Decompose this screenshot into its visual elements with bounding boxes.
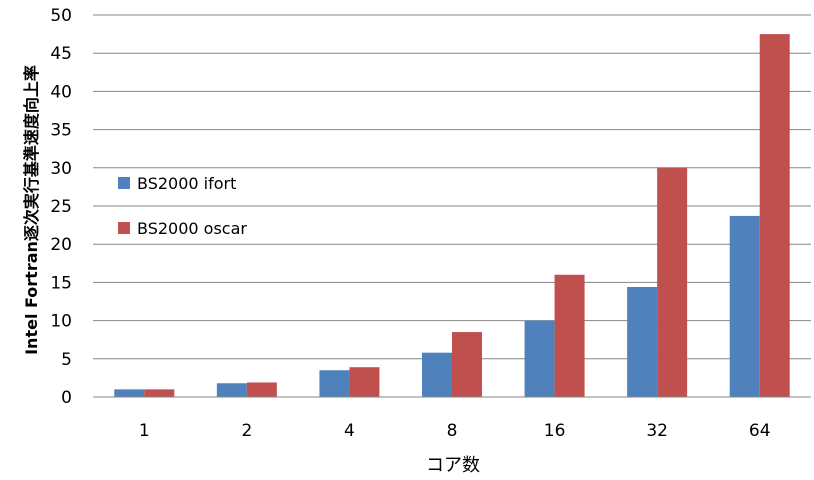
x-tick-label: 4 — [344, 421, 355, 441]
bar-ifort-32 — [627, 286, 658, 397]
x-tick-label: 32 — [646, 421, 668, 441]
bar-oscar-32 — [657, 167, 688, 397]
y-axis-label: Intel Fortran逐次実行基準速度向上率 — [22, 65, 41, 355]
bar-ifort-2 — [216, 383, 247, 397]
bar-oscar-2 — [246, 382, 277, 397]
x-tick-label: 2 — [241, 421, 252, 441]
gridlines — [93, 14, 811, 360]
bar-ifort-64 — [729, 215, 760, 397]
x-tick-label: 64 — [749, 421, 771, 441]
legend: BS2000 ifort BS2000 oscar — [118, 174, 247, 238]
y-tick-label: 20 — [50, 235, 72, 255]
x-tick-labels: 1 2 4 8 16 32 64 — [139, 421, 771, 441]
y-tick-label: 40 — [50, 82, 72, 102]
bar-oscar-8 — [452, 332, 482, 397]
bar-ifort-16 — [524, 320, 555, 397]
x-axis-label: コア数 — [426, 455, 480, 476]
y-tick-label: 10 — [50, 312, 72, 332]
legend-label-ifort: BS2000 ifort — [137, 174, 236, 193]
y-tick-label: 50 — [50, 6, 72, 26]
bar-oscar-16 — [554, 274, 585, 397]
bar-ifort-1 — [114, 389, 145, 397]
bar-oscar-1 — [144, 389, 175, 397]
y-tick-labels: 0 5 10 15 20 25 30 35 40 45 50 — [50, 6, 72, 408]
legend-swatch-ifort — [118, 177, 130, 189]
x-tick-label: 1 — [139, 421, 150, 441]
x-tick-label: 8 — [447, 421, 458, 441]
bar-ifort-4 — [319, 370, 350, 397]
legend-label-oscar: BS2000 oscar — [137, 219, 247, 238]
y-tick-label: 35 — [50, 121, 72, 141]
y-tick-label: 25 — [50, 197, 72, 217]
y-tick-label: 45 — [50, 44, 72, 64]
y-tick-label: 5 — [61, 350, 72, 370]
bar-oscar-4 — [349, 367, 380, 397]
legend-swatch-oscar — [118, 222, 130, 234]
y-tick-label: 30 — [50, 159, 72, 179]
bars — [114, 34, 790, 397]
bar-oscar-64 — [759, 34, 790, 397]
bar-ifort-8 — [422, 352, 452, 397]
x-tick-label: 16 — [544, 421, 566, 441]
y-tick-label: 15 — [50, 273, 72, 293]
y-tick-label: 0 — [61, 388, 72, 408]
